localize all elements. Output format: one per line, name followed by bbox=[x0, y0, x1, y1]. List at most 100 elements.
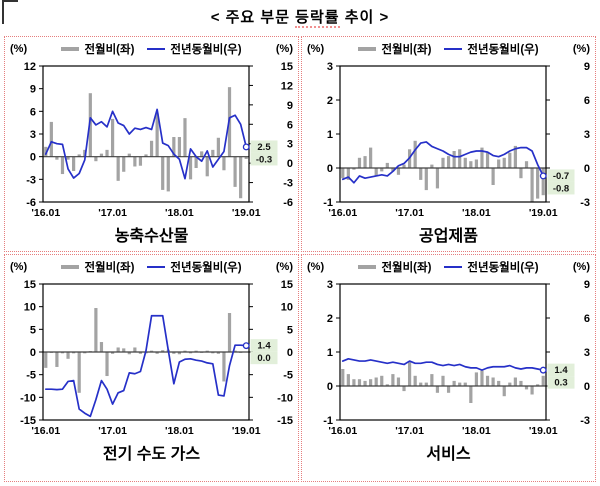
page-title-post: 추이 > bbox=[339, 9, 390, 26]
bar bbox=[210, 149, 214, 157]
chart-header: (%) 전월비(좌) 전년동월비(우) (%) bbox=[304, 40, 593, 58]
bar bbox=[396, 168, 400, 175]
yoy-line bbox=[341, 357, 544, 371]
bar-legend-swatch-icon bbox=[358, 47, 377, 51]
bar bbox=[429, 374, 433, 386]
bar bbox=[385, 162, 389, 168]
bar bbox=[457, 149, 461, 168]
chart-header: (%) 전월비(좌) 전년동월비(우) (%) bbox=[304, 258, 593, 276]
bar bbox=[194, 156, 198, 168]
bar bbox=[529, 168, 534, 202]
axis-ticks: 3 2 1 0 -1 9 6 3 0 -3 bbox=[323, 279, 590, 427]
chart-cell-industrial: (%) 전월비(좌) 전년동월비(우) (%) 3 2 1 0 -1 9 6 3 0 -3 -0.7… bbox=[301, 36, 596, 252]
left-axis-tick-label: 2 bbox=[326, 313, 332, 325]
bar bbox=[474, 372, 478, 386]
bar bbox=[491, 168, 495, 185]
left-axis-tick-label: 12 bbox=[23, 61, 35, 73]
left-axis-tick-label: 9 bbox=[29, 84, 35, 96]
right-axis-tick-label: -3 bbox=[580, 197, 590, 209]
left-axis-tick-label: 10 bbox=[23, 302, 35, 314]
end-label-box bbox=[250, 339, 277, 352]
bar bbox=[182, 350, 187, 352]
left-axis-tick-label: -1 bbox=[323, 415, 333, 427]
bar bbox=[43, 146, 47, 157]
bar bbox=[54, 352, 59, 367]
axis-ticks: 12 9 6 3 0 -3 -6 15 12 9 6 3 0 -3 -6 bbox=[23, 61, 292, 209]
right-axis-tick-label: 9 bbox=[286, 100, 292, 112]
bar bbox=[463, 157, 467, 168]
bar bbox=[238, 156, 242, 199]
line-legend-label: 전년동월비(우) bbox=[467, 44, 539, 56]
x-axis-tick-label: '17.01 bbox=[98, 207, 127, 219]
bar bbox=[357, 157, 361, 168]
chart-plot-utilities: 15 10 5 0 -5 -10 -15 15 10 5 0 -5 -10 -15 1.40.0 '16.01… bbox=[20, 279, 293, 437]
bar bbox=[121, 348, 125, 352]
bar bbox=[160, 156, 164, 190]
chart-plot-services: 3 2 1 0 -1 9 6 3 0 -3 1.4 0.3 '16.01 '17.01 '18.01 '19.… bbox=[323, 279, 590, 437]
bar bbox=[407, 362, 411, 386]
axis-ticks: 3 2 1 0 -1 9 6 3 0 -3 bbox=[323, 61, 590, 209]
bar bbox=[541, 168, 545, 196]
chart-legend: 전월비(좌) 전년동월비(우) bbox=[358, 259, 539, 275]
right-axis-unit: (%) bbox=[275, 261, 293, 273]
bar bbox=[177, 352, 181, 355]
right-axis-tick-label: -5 bbox=[283, 370, 293, 382]
end-label-box bbox=[547, 181, 574, 195]
bar bbox=[244, 156, 248, 159]
bar bbox=[60, 352, 64, 354]
left-axis-tick-label: 5 bbox=[29, 324, 35, 336]
bar bbox=[132, 347, 136, 352]
right-axis-tick-label: 6 bbox=[286, 119, 292, 131]
bar bbox=[401, 386, 406, 392]
bar bbox=[535, 384, 539, 386]
end-label-value: -0.8 bbox=[552, 183, 568, 194]
bar bbox=[529, 386, 534, 395]
right-axis-tick-label: -6 bbox=[283, 197, 293, 209]
chart-cell-utilities: (%) 전월비(좌) 전년동월비(우) (%) 15 10 5 0 -5 -10 -15 15… bbox=[4, 254, 299, 482]
bar-legend-label: 전월비(좌) bbox=[381, 262, 432, 274]
bar bbox=[346, 374, 350, 386]
bar bbox=[457, 382, 461, 386]
bar bbox=[54, 156, 59, 160]
axis-ticks: 15 10 5 0 -5 -10 -15 15 10 5 0 -5 -10 -15 bbox=[20, 279, 293, 427]
right-axis-tick-label: 9 bbox=[583, 61, 589, 73]
right-axis-tick-label: 5 bbox=[286, 324, 292, 336]
left-axis-tick-label: 2 bbox=[326, 95, 332, 107]
x-axis-tick-label: '19.01 bbox=[231, 207, 260, 219]
x-axis-tick-label: '17.01 bbox=[395, 207, 424, 219]
bar-legend-label: 전월비(좌) bbox=[381, 44, 432, 56]
bar bbox=[418, 382, 422, 386]
bar bbox=[491, 377, 495, 386]
bar bbox=[446, 156, 450, 168]
page-title-pre: < 주요 부문 bbox=[210, 9, 296, 26]
bar bbox=[210, 352, 214, 354]
left-axis-tick-label: -5 bbox=[26, 370, 36, 382]
bar bbox=[485, 152, 489, 168]
left-axis-tick-label: -6 bbox=[26, 197, 36, 209]
bar bbox=[429, 164, 433, 168]
right-axis-tick-label: 3 bbox=[583, 347, 589, 359]
bar-legend-swatch-icon bbox=[61, 265, 80, 269]
bar bbox=[418, 168, 422, 180]
yoy-line bbox=[341, 141, 544, 184]
right-axis-tick-label: 10 bbox=[280, 302, 292, 314]
bar bbox=[351, 379, 356, 386]
bar bbox=[121, 156, 125, 172]
right-axis-tick-label: 0 bbox=[286, 347, 292, 359]
bar bbox=[440, 375, 445, 386]
bar bbox=[413, 375, 417, 386]
bar bbox=[171, 352, 175, 354]
right-axis-tick-label: 15 bbox=[280, 61, 292, 73]
bar bbox=[110, 352, 114, 354]
bar bbox=[446, 386, 450, 393]
chart-header: (%) 전월비(좌) 전년동월비(우) (%) bbox=[7, 40, 296, 58]
bar bbox=[71, 156, 75, 172]
bar bbox=[104, 352, 109, 377]
bar bbox=[524, 386, 528, 390]
bar bbox=[362, 156, 367, 168]
right-axis-tick-label: 12 bbox=[280, 80, 292, 92]
bar bbox=[452, 151, 456, 168]
bar bbox=[390, 168, 394, 172]
bar bbox=[390, 374, 394, 386]
bar bbox=[424, 382, 428, 386]
